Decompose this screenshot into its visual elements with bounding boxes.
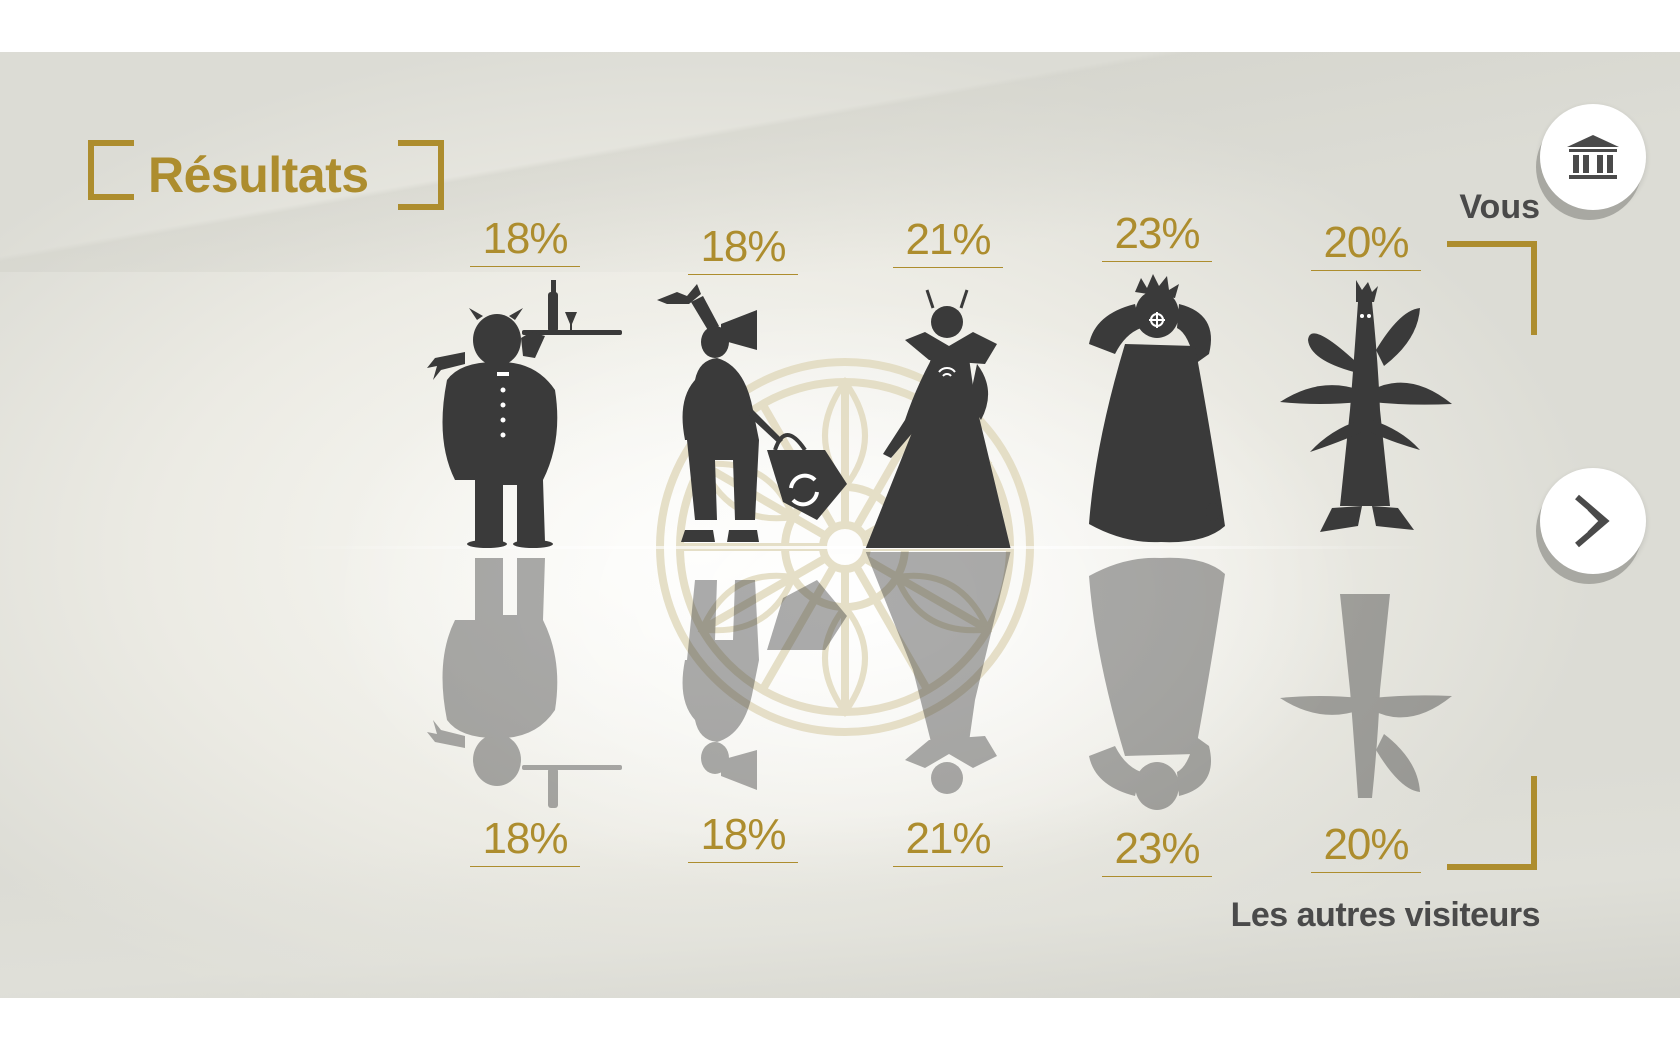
plant-figure-icon[interactable] [1280, 280, 1452, 548]
waiter-reflection [425, 552, 625, 820]
next-chevron-icon [1575, 494, 1610, 548]
you-pct-2: 18% [688, 222, 798, 275]
floor-horizon [280, 546, 1430, 549]
results-stage: Résultats 18% 18% 21% 23% 20% 18% 18% 21… [0, 52, 1680, 998]
you-pct-1: 18% [470, 214, 580, 267]
you-bracket [1447, 241, 1537, 335]
lady-reflection [865, 552, 1045, 820]
lady-figure-icon[interactable] [865, 280, 1045, 548]
page-title: Résultats [148, 147, 369, 203]
robed-figure-icon[interactable] [1085, 274, 1235, 548]
next-button[interactable] [1540, 468, 1646, 574]
traveler-reflection [655, 552, 855, 820]
title-bracket-right [398, 140, 444, 210]
others-pct-4: 23% [1102, 824, 1212, 877]
traveler-figure-icon[interactable] [655, 280, 855, 548]
others-pct-1: 18% [470, 814, 580, 867]
waiter-figure-icon[interactable] [425, 280, 625, 548]
others-pct-2: 18% [688, 810, 798, 863]
you-label: Vous [1459, 188, 1540, 226]
you-pct-3: 21% [893, 215, 1003, 268]
others-bracket [1447, 776, 1537, 870]
museum-icon [1567, 135, 1619, 179]
you-pct-4: 23% [1102, 209, 1212, 262]
title-bracket-left [88, 140, 134, 200]
others-label: Les autres visiteurs [1230, 896, 1541, 934]
title-frame: Résultats [88, 140, 444, 210]
plant-reflection [1280, 552, 1452, 820]
robed-reflection [1085, 552, 1235, 826]
you-pct-5: 20% [1311, 218, 1421, 271]
others-pct-5: 20% [1311, 820, 1421, 873]
museum-button[interactable] [1540, 104, 1646, 210]
others-pct-3: 21% [893, 814, 1003, 867]
